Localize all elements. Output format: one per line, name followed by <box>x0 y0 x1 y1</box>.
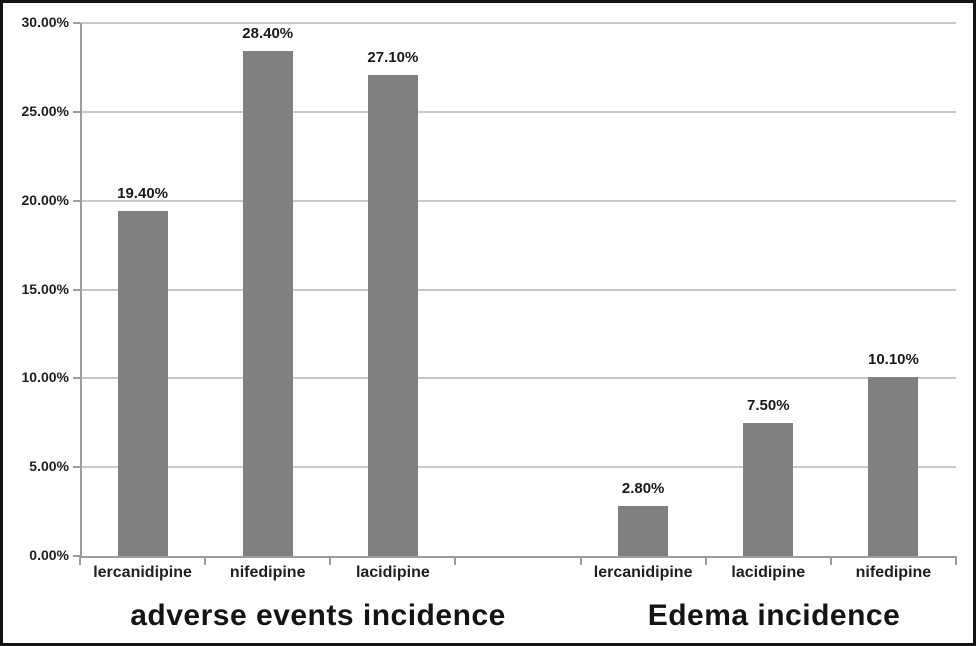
bar-value-label: 10.10% <box>867 350 919 368</box>
y-axis-label: 25.00% <box>21 102 69 119</box>
y-axis-label: 0.00% <box>29 547 69 563</box>
category-label: lercanidipine <box>593 564 693 581</box>
x-axis-tick <box>704 556 707 565</box>
bar-value-label: 28.40% <box>242 25 294 43</box>
gridline <box>80 110 956 113</box>
bar-nifedipine-group1 <box>242 51 293 556</box>
x-axis-tick <box>829 556 832 565</box>
x-axis-tick <box>454 556 457 565</box>
y-axis-tick <box>73 199 80 202</box>
category-label: lacidipine <box>355 564 430 581</box>
bar-value-label: 7.50% <box>747 396 790 414</box>
category-label: lercanidipine <box>93 564 192 581</box>
gridline <box>80 377 956 380</box>
bar-lacidipine-group1 <box>367 74 418 556</box>
group-title: Edema incidence <box>647 599 901 632</box>
gridline <box>80 288 956 291</box>
bar-value-label: 19.40% <box>117 185 168 203</box>
bar-value-label: 2.80% <box>621 480 665 498</box>
y-axis-tick <box>73 22 80 24</box>
category-label: nifedipine <box>855 564 932 581</box>
x-axis-tick <box>579 556 582 565</box>
y-axis-line <box>80 23 82 558</box>
gridline <box>80 199 956 202</box>
bar-value-label: 27.10% <box>367 48 419 66</box>
y-axis-tick <box>73 377 80 380</box>
bar-nifedipine-group2 <box>868 376 919 556</box>
category-label: lacidipine <box>731 564 806 581</box>
y-axis-tick <box>73 466 80 469</box>
bar-lercanidipine-group2 <box>618 506 669 556</box>
category-label: nifedipine <box>229 564 306 581</box>
x-axis-tick <box>329 556 332 565</box>
y-axis-tick <box>73 288 80 291</box>
y-axis-label: 15.00% <box>21 280 69 297</box>
y-axis-label: 30.00% <box>21 14 69 30</box>
gridline <box>80 466 956 469</box>
y-axis-label: 5.00% <box>29 458 69 475</box>
bar-lercanidipine-group1 <box>117 211 168 556</box>
x-axis-line <box>80 556 956 558</box>
x-axis-tick <box>955 556 957 565</box>
bar-lacidipine-group2 <box>743 422 794 556</box>
y-axis-label: 20.00% <box>21 191 69 208</box>
x-axis-tick <box>204 556 207 565</box>
x-axis-tick <box>79 556 81 565</box>
y-axis-tick <box>73 110 80 113</box>
gridline <box>80 22 956 24</box>
y-axis-label: 10.00% <box>21 369 69 386</box>
bar-chart-plot-area: 0.00% 5.00% 10.00% 15.00% 20.00% 25.00% 30.00%… <box>3 3 973 643</box>
group-title: adverse events incidence <box>130 599 506 632</box>
y-axis-tick <box>73 555 80 557</box>
